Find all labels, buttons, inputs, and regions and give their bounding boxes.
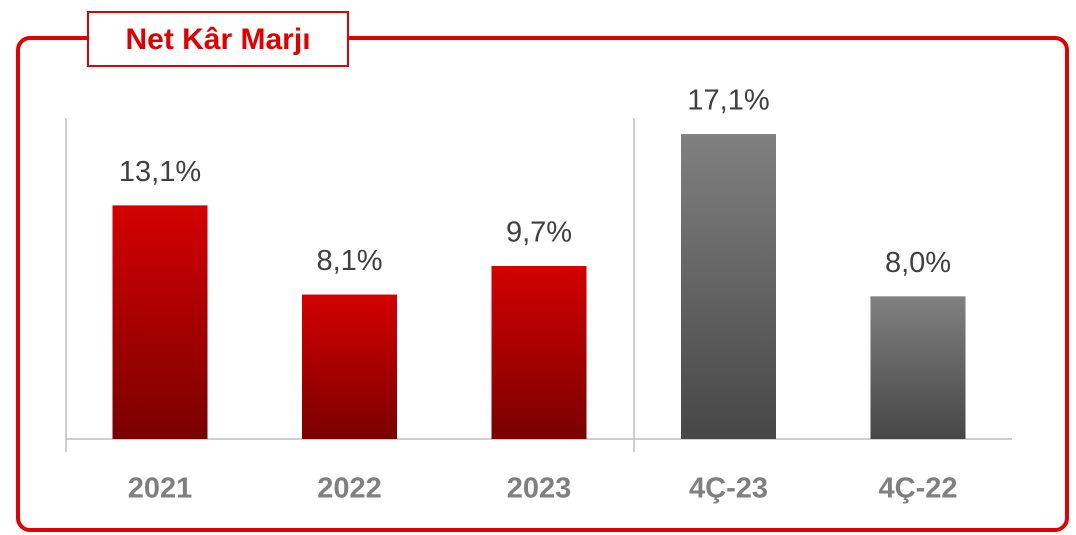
- bar: [870, 296, 966, 439]
- bar: [112, 205, 208, 439]
- chart-title: Net Kâr Marjı: [125, 23, 310, 56]
- value-label: 8,0%: [885, 247, 951, 279]
- x-tick-label: 4Ç-23: [689, 473, 768, 505]
- bar: [491, 266, 587, 439]
- value-label: 9,7%: [506, 217, 572, 249]
- x-tick-label: 2023: [507, 473, 572, 505]
- value-label: 17,1%: [687, 85, 769, 117]
- x-tick-label: 4Ç-22: [879, 473, 958, 505]
- value-label: 8,1%: [316, 245, 382, 277]
- x-tick-label: 2021: [128, 473, 193, 505]
- bar: [681, 134, 776, 440]
- x-tick-label: 2022: [317, 473, 382, 505]
- value-label: 13,1%: [119, 156, 201, 188]
- frame: [16, 36, 1069, 532]
- bar: [302, 294, 397, 439]
- title-box: [87, 11, 349, 67]
